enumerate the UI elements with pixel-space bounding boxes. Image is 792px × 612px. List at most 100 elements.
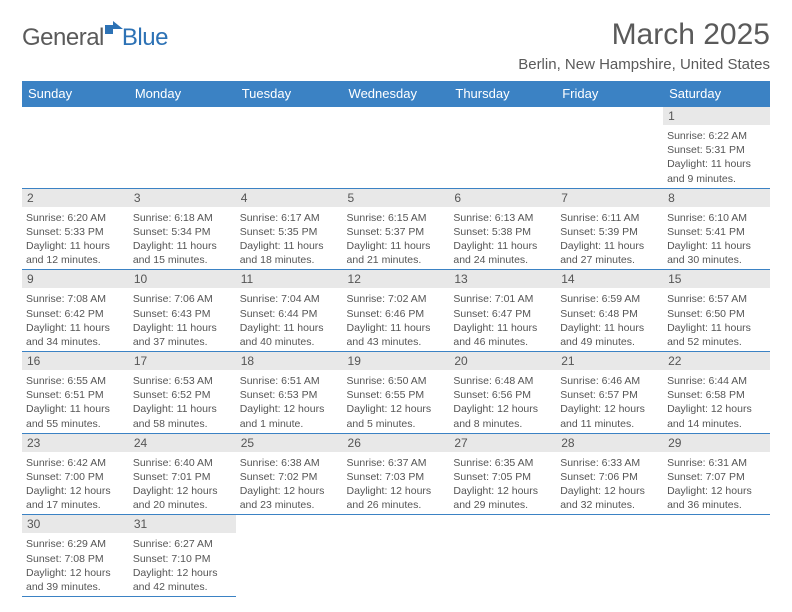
calendar-day-cell: 2Sunrise: 6:20 AMSunset: 5:33 PMDaylight… xyxy=(22,188,129,270)
day-details: Sunrise: 6:51 AMSunset: 6:53 PMDaylight:… xyxy=(236,372,343,433)
sunrise-line: Sunrise: 6:59 AM xyxy=(560,292,659,306)
day-details: Sunrise: 6:31 AMSunset: 7:07 PMDaylight:… xyxy=(663,454,770,515)
calendar-day-cell: 11Sunrise: 7:04 AMSunset: 6:44 PMDayligh… xyxy=(236,270,343,352)
sunset-line: Sunset: 7:10 PM xyxy=(133,552,232,566)
sunrise-line: Sunrise: 6:40 AM xyxy=(133,456,232,470)
calendar-empty-cell xyxy=(129,107,236,189)
calendar-day-cell: 25Sunrise: 6:38 AMSunset: 7:02 PMDayligh… xyxy=(236,433,343,515)
weekday-header: Friday xyxy=(556,81,663,107)
sunset-line: Sunset: 5:33 PM xyxy=(26,225,125,239)
day-details: Sunrise: 6:17 AMSunset: 5:35 PMDaylight:… xyxy=(236,209,343,270)
calendar-empty-cell xyxy=(663,515,770,597)
calendar-day-cell: 20Sunrise: 6:48 AMSunset: 6:56 PMDayligh… xyxy=(449,352,556,434)
day-details: Sunrise: 6:55 AMSunset: 6:51 PMDaylight:… xyxy=(22,372,129,433)
calendar-day-cell: 29 Sunrise: 6:31 AMSunset: 7:07 PMDayligh… xyxy=(663,433,770,515)
weekday-header: Monday xyxy=(129,81,236,107)
calendar-body: 1Sunrise: 6:22 AMSunset: 5:31 PMDaylight… xyxy=(22,107,770,597)
day-number: 11 xyxy=(236,270,343,288)
calendar-day-cell: 16Sunrise: 6:55 AMSunset: 6:51 PMDayligh… xyxy=(22,352,129,434)
sunset-line: Sunset: 6:44 PM xyxy=(240,307,339,321)
day-number: 30 xyxy=(22,515,129,533)
day-details: Sunrise: 6:35 AMSunset: 7:05 PMDaylight:… xyxy=(449,454,556,515)
daylight-line: Daylight: 12 hours and 8 minutes. xyxy=(453,402,552,430)
sunset-line: Sunset: 5:34 PM xyxy=(133,225,232,239)
day-number: 1 xyxy=(663,107,770,125)
day-number: 6 xyxy=(449,189,556,207)
daylight-line: Daylight: 12 hours and 11 minutes. xyxy=(560,402,659,430)
sunset-line: Sunset: 6:46 PM xyxy=(347,307,446,321)
weekday-header: Thursday xyxy=(449,81,556,107)
logo: General Blue xyxy=(22,24,168,52)
calendar-day-cell: 13 Sunrise: 7:01 AMSunset: 6:47 PMDayligh… xyxy=(449,270,556,352)
day-number: 12 xyxy=(343,270,450,288)
daylight-line: Daylight: 11 hours and 18 minutes. xyxy=(240,239,339,267)
day-number: 25 xyxy=(236,434,343,452)
day-details: Sunrise: 6:27 AMSunset: 7:10 PMDaylight:… xyxy=(129,535,236,596)
daylight-line: Daylight: 12 hours and 14 minutes. xyxy=(667,402,766,430)
calendar-empty-cell xyxy=(343,515,450,597)
daylight-line: Daylight: 11 hours and 15 minutes. xyxy=(133,239,232,267)
calendar-week-row: 2Sunrise: 6:20 AMSunset: 5:33 PMDaylight… xyxy=(22,188,770,270)
sunrise-line: Sunrise: 6:35 AM xyxy=(453,456,552,470)
calendar-day-cell: 9Sunrise: 7:08 AMSunset: 6:42 PMDaylight… xyxy=(22,270,129,352)
day-number: 29 xyxy=(663,434,770,452)
daylight-line: Daylight: 11 hours and 55 minutes. xyxy=(26,402,125,430)
calendar-table: SundayMondayTuesdayWednesdayThursdayFrid… xyxy=(22,81,770,597)
sunset-line: Sunset: 7:01 PM xyxy=(133,470,232,484)
daylight-line: Daylight: 12 hours and 1 minute. xyxy=(240,402,339,430)
sunrise-line: Sunrise: 7:04 AM xyxy=(240,292,339,306)
calendar-day-cell: 6Sunrise: 6:13 AMSunset: 5:38 PMDaylight… xyxy=(449,188,556,270)
logo-text-blue: Blue xyxy=(122,24,168,52)
sunrise-line: Sunrise: 6:51 AM xyxy=(240,374,339,388)
daylight-line: Daylight: 11 hours and 21 minutes. xyxy=(347,239,446,267)
day-details: Sunrise: 7:02 AMSunset: 6:46 PMDaylight:… xyxy=(343,290,450,351)
sunset-line: Sunset: 5:37 PM xyxy=(347,225,446,239)
sunset-line: Sunset: 5:39 PM xyxy=(560,225,659,239)
sunrise-line: Sunrise: 6:33 AM xyxy=(560,456,659,470)
calendar-week-row: 1Sunrise: 6:22 AMSunset: 5:31 PMDaylight… xyxy=(22,107,770,189)
day-details: Sunrise: 6:46 AMSunset: 6:57 PMDaylight:… xyxy=(556,372,663,433)
sunrise-line: Sunrise: 7:06 AM xyxy=(133,292,232,306)
sunrise-line: Sunrise: 6:18 AM xyxy=(133,211,232,225)
day-details: Sunrise: 6:29 AMSunset: 7:08 PMDaylight:… xyxy=(22,535,129,596)
sunset-line: Sunset: 6:53 PM xyxy=(240,388,339,402)
calendar-day-cell: 10Sunrise: 7:06 AMSunset: 6:43 PMDayligh… xyxy=(129,270,236,352)
day-details: Sunrise: 6:40 AMSunset: 7:01 PMDaylight:… xyxy=(129,454,236,515)
sunset-line: Sunset: 7:07 PM xyxy=(667,470,766,484)
calendar-day-cell: 24Sunrise: 6:40 AMSunset: 7:01 PMDayligh… xyxy=(129,433,236,515)
calendar-day-cell: 28Sunrise: 6:33 AMSunset: 7:06 PMDayligh… xyxy=(556,433,663,515)
sunrise-line: Sunrise: 6:46 AM xyxy=(560,374,659,388)
day-number: 9 xyxy=(22,270,129,288)
sunset-line: Sunset: 6:48 PM xyxy=(560,307,659,321)
day-number: 5 xyxy=(343,189,450,207)
day-details: Sunrise: 6:53 AMSunset: 6:52 PMDaylight:… xyxy=(129,372,236,433)
calendar-day-cell: 12 Sunrise: 7:02 AMSunset: 6:46 PMDayligh… xyxy=(343,270,450,352)
day-details: Sunrise: 7:01 AMSunset: 6:47 PMDaylight:… xyxy=(449,290,556,351)
sunset-line: Sunset: 6:43 PM xyxy=(133,307,232,321)
calendar-empty-cell xyxy=(556,107,663,189)
day-number: 13 xyxy=(449,270,556,288)
daylight-line: Daylight: 11 hours and 24 minutes. xyxy=(453,239,552,267)
daylight-line: Daylight: 12 hours and 36 minutes. xyxy=(667,484,766,512)
day-number: 17 xyxy=(129,352,236,370)
sunrise-line: Sunrise: 6:22 AM xyxy=(667,129,766,143)
sunset-line: Sunset: 7:03 PM xyxy=(347,470,446,484)
calendar-empty-cell xyxy=(236,515,343,597)
daylight-line: Daylight: 11 hours and 30 minutes. xyxy=(667,239,766,267)
location-text: Berlin, New Hampshire, United States xyxy=(518,56,770,73)
sunrise-line: Sunrise: 6:10 AM xyxy=(667,211,766,225)
sunset-line: Sunset: 6:51 PM xyxy=(26,388,125,402)
sunrise-line: Sunrise: 6:29 AM xyxy=(26,537,125,551)
day-number: 15 xyxy=(663,270,770,288)
sunrise-line: Sunrise: 7:02 AM xyxy=(347,292,446,306)
day-number: 23 xyxy=(22,434,129,452)
sunrise-line: Sunrise: 6:11 AM xyxy=(560,211,659,225)
day-number: 7 xyxy=(556,189,663,207)
daylight-line: Daylight: 12 hours and 42 minutes. xyxy=(133,566,232,594)
calendar-empty-cell xyxy=(236,107,343,189)
weekday-header: Wednesday xyxy=(343,81,450,107)
day-number: 27 xyxy=(449,434,556,452)
calendar-day-cell: 4Sunrise: 6:17 AMSunset: 5:35 PMDaylight… xyxy=(236,188,343,270)
sunrise-line: Sunrise: 6:50 AM xyxy=(347,374,446,388)
day-number: 20 xyxy=(449,352,556,370)
